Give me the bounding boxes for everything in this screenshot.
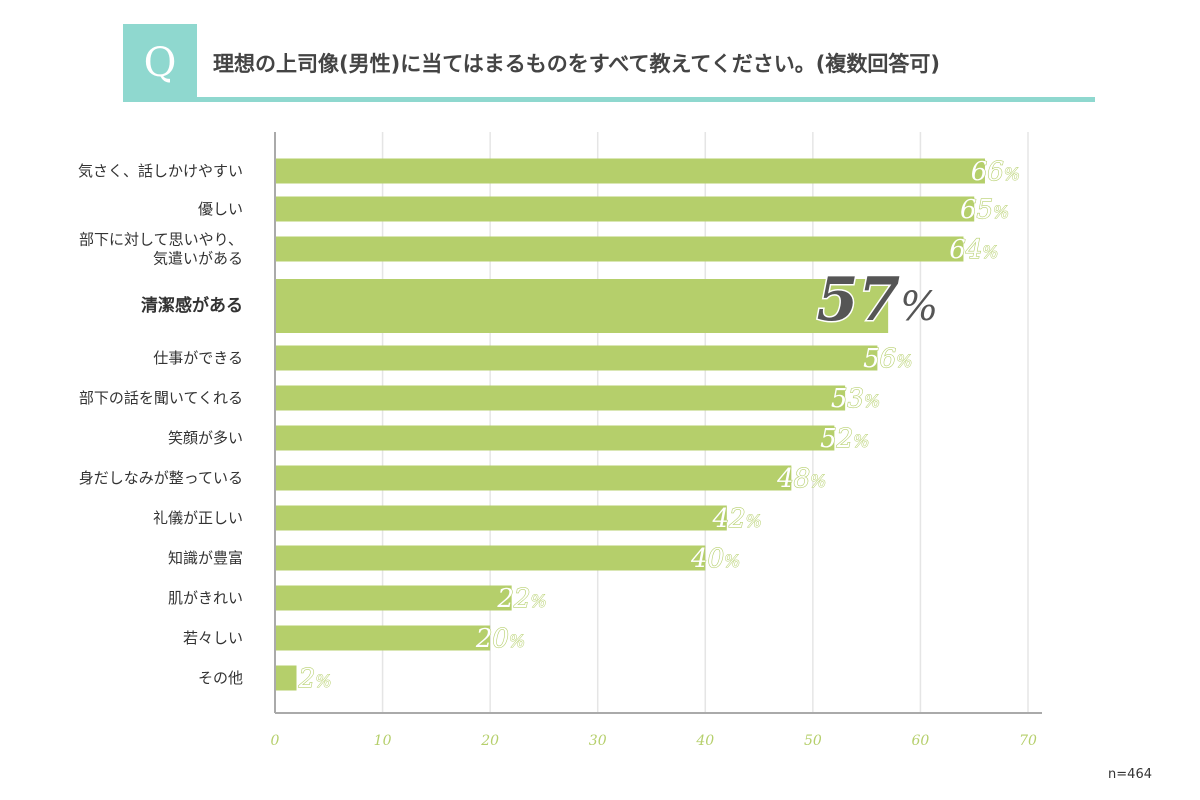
- value-percent-sign: %: [864, 392, 880, 412]
- value-label: 66%: [971, 157, 1020, 187]
- q-badge: Q: [123, 24, 197, 102]
- value-percent-sign: %: [853, 432, 869, 452]
- bar: [276, 505, 727, 531]
- bar: [276, 158, 985, 184]
- value-percent-sign: %: [896, 352, 912, 372]
- bar: [276, 196, 975, 222]
- value-number: 48: [776, 464, 810, 494]
- bar: [276, 545, 706, 571]
- value-label: 42%: [712, 504, 762, 534]
- value-percent-sign: %: [315, 672, 331, 692]
- value-number: 56: [863, 344, 896, 374]
- x-tick-label: 0: [271, 733, 280, 749]
- value-label: 40%: [690, 544, 740, 574]
- bar: [276, 425, 835, 451]
- bar: [276, 236, 964, 262]
- question-header: Q 理想の上司像(男性)に当てはまるものをすべて教えてください。(複数回答可): [123, 24, 1095, 102]
- value-label: 53%: [831, 384, 880, 414]
- value-percent-sign: %: [900, 284, 938, 330]
- bar: [276, 465, 792, 491]
- category-label: 礼儀が正しい: [153, 509, 243, 527]
- value-label: 52%: [820, 424, 869, 454]
- value-label: 64%: [949, 235, 998, 265]
- bar: [276, 279, 889, 333]
- category-label: 若々しい: [183, 629, 243, 647]
- x-tick-label: 50: [804, 733, 822, 749]
- category-label: その他: [198, 669, 243, 687]
- q-mark: Q: [143, 40, 177, 86]
- category-label: 部下の話を聞いてくれる: [79, 389, 243, 407]
- value-number: 20: [475, 624, 509, 654]
- x-tick-label: 70: [1019, 733, 1037, 749]
- x-tick-label: 30: [589, 733, 607, 749]
- category-label: 部下に対して思いやり、: [79, 231, 243, 249]
- value-percent-sign: %: [746, 512, 762, 532]
- category-label: 優しい: [198, 200, 243, 218]
- value-number: 22: [496, 584, 530, 614]
- bar: [276, 625, 491, 651]
- bar: [276, 345, 878, 371]
- value-label: 56%: [863, 344, 912, 374]
- category-label: 仕事ができる: [153, 349, 243, 367]
- category-label: 知識が豊富: [168, 549, 243, 567]
- category-label: 身だしなみが整っている: [79, 469, 243, 487]
- value-percent-sign: %: [724, 552, 740, 572]
- bar: [276, 585, 512, 611]
- value-number: 40: [690, 544, 724, 574]
- value-label: 48%: [776, 464, 826, 494]
- x-tick-label: 40: [695, 733, 714, 749]
- header-underline: [197, 97, 1095, 102]
- value-label: 20%: [475, 624, 525, 654]
- bar: [276, 665, 297, 691]
- value-number: 65: [960, 195, 993, 225]
- x-tick-label: 60: [912, 733, 930, 749]
- x-tick-label: 20: [480, 733, 499, 749]
- x-tick-label: 10: [374, 733, 392, 749]
- bar: [276, 385, 846, 411]
- value-number: 53: [831, 384, 864, 414]
- question-title: 理想の上司像(男性)に当てはまるものをすべて教えてください。(複数回答可): [213, 52, 940, 76]
- sample-size-label: n=464: [1108, 767, 1152, 782]
- category-label: 笑顔が多い: [168, 429, 243, 447]
- category-label: 気さく、話しかけやすい: [78, 162, 243, 180]
- value-percent-sign: %: [509, 632, 525, 652]
- value-number: 2: [298, 664, 316, 694]
- value-label: 57%: [817, 265, 939, 335]
- category-label: 気遣いがある: [153, 250, 243, 268]
- value-percent-sign: %: [982, 243, 998, 263]
- value-number: 64: [949, 235, 982, 265]
- value-label: 65%: [960, 195, 1009, 225]
- value-percent-sign: %: [1004, 165, 1020, 185]
- value-percent-sign: %: [993, 203, 1009, 223]
- value-number: 52: [820, 424, 853, 454]
- category-label: 清潔感がある: [141, 295, 243, 316]
- value-percent-sign: %: [531, 592, 547, 612]
- value-label: 2%: [298, 664, 332, 694]
- value-label: 22%: [496, 584, 546, 614]
- category-label: 肌がきれい: [168, 589, 243, 607]
- value-number: 57: [817, 265, 901, 335]
- value-percent-sign: %: [810, 472, 826, 492]
- value-number: 42: [712, 504, 746, 534]
- value-number: 66: [971, 157, 1004, 187]
